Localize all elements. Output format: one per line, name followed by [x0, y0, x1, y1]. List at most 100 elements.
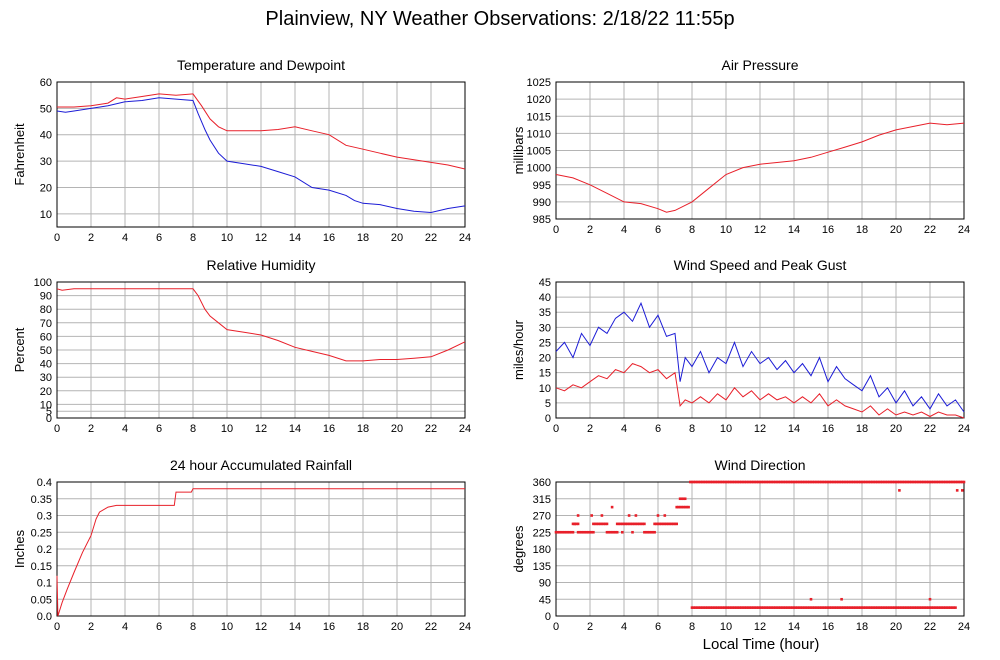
scatter-point [770, 606, 774, 609]
scatter-point [758, 606, 762, 609]
scatter-point [736, 606, 740, 609]
scatter-point [933, 480, 937, 484]
scatter-point [891, 606, 894, 609]
scatter-point [961, 489, 964, 492]
scatter-point [869, 606, 872, 609]
scatter-point [785, 606, 789, 609]
scatter-point [687, 505, 690, 509]
scatter-point [889, 480, 893, 484]
scatter-point [959, 480, 962, 484]
y-tick-label: 0.05 [31, 594, 52, 606]
scatter-point [661, 522, 665, 526]
scatter-point [950, 606, 954, 609]
scatter-point [651, 530, 655, 534]
scatter-point [906, 606, 910, 609]
scatter-point [675, 505, 678, 509]
scatter-point [818, 480, 821, 484]
y-tick-label: 60 [40, 77, 52, 89]
scatter-point [882, 606, 886, 609]
scatter-point [581, 530, 585, 534]
scatter-point [893, 480, 896, 484]
y-axis-label: millibars [511, 126, 526, 174]
scatter-point [672, 522, 675, 526]
scatter-point [802, 480, 806, 484]
scatter-point [724, 480, 728, 484]
scatter-point [622, 522, 626, 526]
x-tick-label: 24 [958, 621, 970, 633]
scatter-point [607, 530, 610, 534]
scatter-point [906, 480, 910, 484]
scatter-point [704, 606, 707, 609]
x-tick-label: 4 [122, 232, 128, 244]
scatter-point [794, 480, 797, 484]
scatter-point [908, 480, 911, 484]
scatter-point [695, 606, 699, 609]
scatter-point [753, 480, 757, 484]
page-title: Plainview, NY Weather Observations: 2/18… [265, 8, 735, 30]
scatter-point [818, 606, 821, 609]
x-tick-label: 10 [720, 423, 732, 435]
scatter-point [928, 606, 932, 609]
scatter-point [627, 522, 631, 526]
y-tick-label: 45 [539, 594, 551, 606]
scatter-point [877, 480, 881, 484]
scatter-point [937, 606, 940, 609]
y-tick-label: 1010 [527, 128, 551, 140]
scatter-point [755, 606, 758, 609]
y-tick-label: 0.3 [37, 511, 52, 523]
y-tick-label: 10 [539, 383, 551, 395]
scatter-point [785, 480, 789, 484]
x-tick-label: 6 [655, 621, 661, 633]
scatter-point [840, 606, 843, 609]
scatter-point [852, 480, 855, 484]
x-tick-label: 8 [190, 423, 196, 435]
scatter-point [585, 530, 588, 534]
scatter-point [792, 606, 796, 609]
scatter-point [930, 480, 933, 484]
x-tick-label: 16 [822, 423, 834, 435]
x-tick-label: 8 [689, 423, 695, 435]
scatter-point [925, 606, 928, 609]
y-tick-label: 985 [533, 214, 551, 226]
scatter-point [881, 606, 884, 609]
scatter-point [823, 606, 826, 609]
scatter-point [833, 480, 837, 484]
scatter-point [809, 606, 813, 609]
scatter-point [835, 606, 838, 609]
scatter-point [945, 606, 949, 609]
scatter-point [595, 522, 599, 526]
scatter-point [738, 606, 741, 609]
chart-title: Wind Speed and Peak Gust [674, 257, 847, 273]
scatter-point [789, 480, 792, 484]
scatter-point [806, 606, 809, 609]
x-tick-label: 24 [459, 621, 471, 633]
y-tick-label: 25 [539, 337, 551, 349]
plot-frame [56, 81, 466, 228]
y-tick-label: 15 [539, 368, 551, 380]
scatter-point [554, 530, 558, 534]
x-tick-label: 6 [655, 423, 661, 435]
scatter-point [860, 606, 864, 609]
scatter-point [932, 606, 935, 609]
y-tick-label: 0.4 [37, 477, 52, 489]
y-tick-label: 70 [40, 318, 52, 330]
x-tick-label: 4 [122, 423, 128, 435]
x-tick-label: 0 [553, 621, 559, 633]
scatter-point [680, 497, 684, 501]
scatter-point [850, 606, 854, 609]
scatter-point [938, 606, 942, 609]
scatter-point [656, 522, 660, 526]
scatter-point [930, 606, 933, 609]
scatter-point [899, 606, 903, 609]
scatter-point [609, 530, 612, 534]
y-tick-label: 990 [533, 197, 551, 209]
x-tick-label: 18 [856, 423, 868, 435]
scatter-point [901, 606, 905, 609]
scatter-point [763, 606, 767, 609]
x-tick-label: 24 [958, 224, 970, 236]
scatter-point [763, 480, 767, 484]
